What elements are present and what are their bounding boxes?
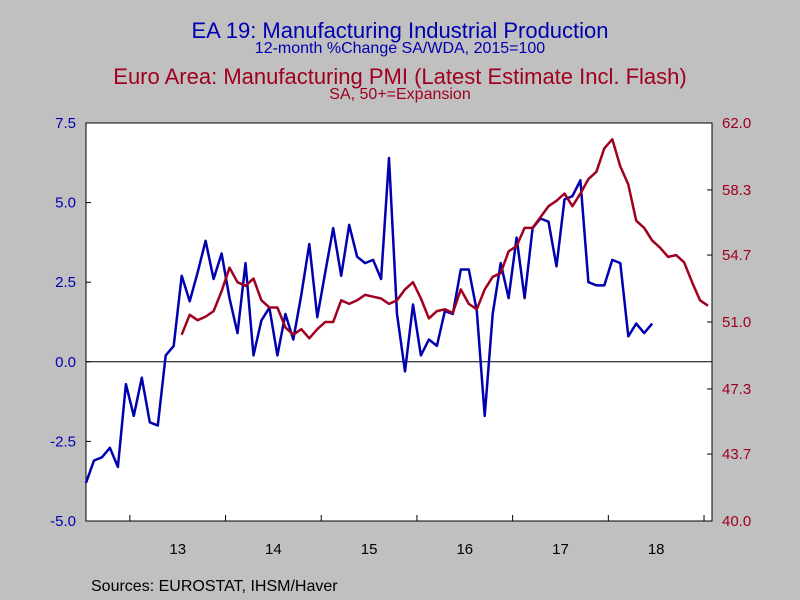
x-axis-tick-label: 16 <box>456 541 473 558</box>
left-axis-tick-label: -2.5 <box>50 433 76 450</box>
x-axis-tick-label: 17 <box>552 541 569 558</box>
x-axis-tick-label: 14 <box>265 541 282 558</box>
left-axis-tick-label: 5.0 <box>55 195 76 212</box>
right-axis-tick-label: 58.3 <box>722 182 751 199</box>
pmi-line <box>180 138 709 340</box>
right-axis-tick-label: 51.0 <box>722 314 751 331</box>
industrial-production-line <box>84 156 654 484</box>
chart-title: EA 19: Manufacturing Industrial Producti… <box>191 18 609 43</box>
right-axis-tick-label: 54.7 <box>722 247 751 264</box>
chart-title-right-series: Euro Area: Manufacturing PMI (Latest Est… <box>113 64 687 89</box>
left-axis-tick-label: -5.0 <box>50 513 76 530</box>
x-axis-tick-label: 13 <box>169 541 186 558</box>
x-axis-tick-label: 15 <box>361 541 378 558</box>
left-axis-tick-label: 0.0 <box>55 354 76 371</box>
source-note: Sources: EUROSTAT, IHSM/Haver <box>91 578 338 595</box>
left-axis-tick-label: 2.5 <box>55 274 76 291</box>
right-axis-tick-label: 47.3 <box>722 381 751 398</box>
chart-subtitle-right-series: SA, 50+=Expansion <box>329 86 471 103</box>
right-axis-tick-label: 62.0 <box>722 115 751 132</box>
x-axis-tick-label: 18 <box>648 541 665 558</box>
right-axis-tick-label: 40.0 <box>722 513 751 530</box>
chart-subtitle-left-series: 12-month %Change SA/WDA, 2015=100 <box>254 40 546 57</box>
right-axis-tick-label: 43.7 <box>722 446 751 463</box>
left-axis-tick-label: 7.5 <box>55 115 76 132</box>
